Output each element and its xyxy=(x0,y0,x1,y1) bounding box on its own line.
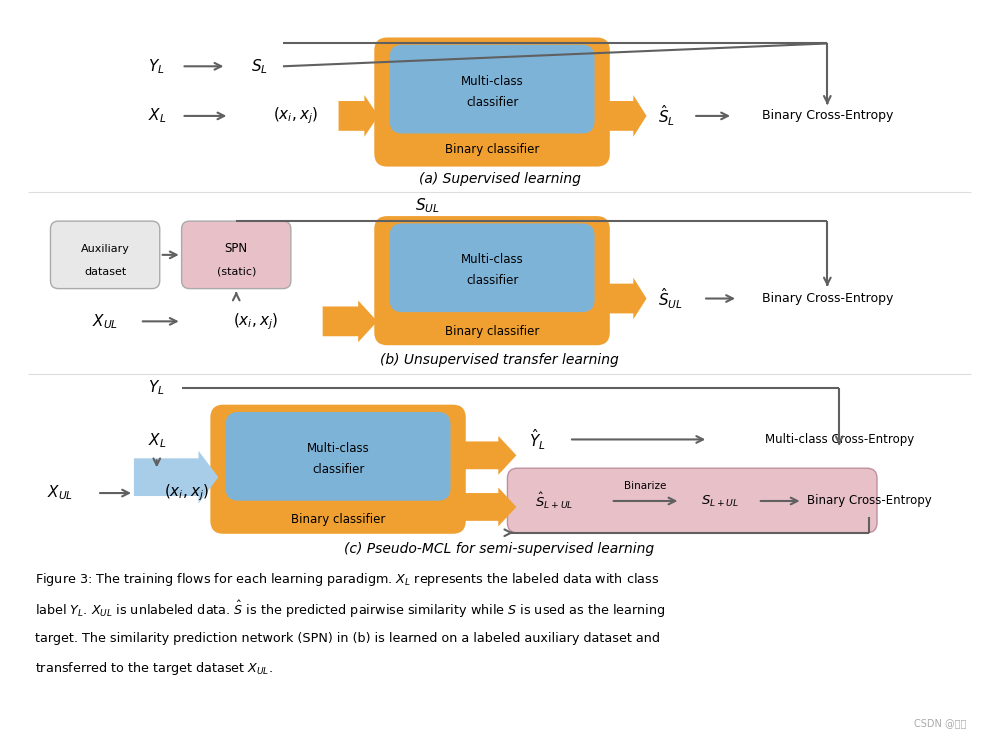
Text: $Y_L$: $Y_L$ xyxy=(149,57,165,76)
Text: dataset: dataset xyxy=(84,266,126,277)
FancyArrow shape xyxy=(339,95,379,137)
FancyArrow shape xyxy=(608,277,646,319)
FancyBboxPatch shape xyxy=(391,46,593,132)
Text: $(x_i, x_j)$: $(x_i, x_j)$ xyxy=(234,311,279,332)
Text: Multi-class: Multi-class xyxy=(307,442,370,455)
FancyBboxPatch shape xyxy=(507,468,877,533)
Text: $\hat{S}_L$: $\hat{S}_L$ xyxy=(657,104,675,128)
Text: transferred to the target dataset $X_{UL}$.: transferred to the target dataset $X_{UL… xyxy=(35,660,273,677)
Text: Binarize: Binarize xyxy=(624,481,666,491)
Text: $(x_i, x_j)$: $(x_i, x_j)$ xyxy=(164,483,209,503)
Text: SPN: SPN xyxy=(225,242,248,255)
Text: Binary Cross-Entropy: Binary Cross-Entropy xyxy=(761,110,893,122)
Text: (a) Supervised learning: (a) Supervised learning xyxy=(419,172,580,186)
FancyArrow shape xyxy=(323,300,378,342)
Text: $(x_i, x_j)$: $(x_i, x_j)$ xyxy=(274,106,319,126)
Text: Binary Cross-Entropy: Binary Cross-Entropy xyxy=(806,495,931,508)
Text: CSDN @阿冉: CSDN @阿冉 xyxy=(914,718,966,729)
Text: Auxiliary: Auxiliary xyxy=(81,244,130,254)
Text: $X_{UL}$: $X_{UL}$ xyxy=(47,484,74,503)
FancyBboxPatch shape xyxy=(376,38,608,166)
Text: classifier: classifier xyxy=(313,463,365,475)
FancyArrow shape xyxy=(465,436,516,475)
Text: $S_{UL}$: $S_{UL}$ xyxy=(415,197,440,215)
FancyBboxPatch shape xyxy=(51,221,160,289)
Text: Binary classifier: Binary classifier xyxy=(446,144,539,156)
Text: Multi-class: Multi-class xyxy=(462,74,523,88)
Text: Figure 3: The training flows for each learning paradigm. $X_L$ represents the la: Figure 3: The training flows for each le… xyxy=(35,571,658,588)
FancyBboxPatch shape xyxy=(391,224,593,311)
Text: target. The similarity prediction network (SPN) in (b) is learned on a labeled a: target. The similarity prediction networ… xyxy=(35,632,659,645)
Text: (static): (static) xyxy=(217,266,256,277)
FancyBboxPatch shape xyxy=(376,217,608,344)
Text: $S_{L+UL}$: $S_{L+UL}$ xyxy=(701,493,739,509)
Text: Binary Cross-Entropy: Binary Cross-Entropy xyxy=(761,292,893,305)
Text: label $Y_L$. $X_{UL}$ is unlabeled data. $\hat{S}$ is the predicted pairwise sim: label $Y_L$. $X_{UL}$ is unlabeled data.… xyxy=(35,598,665,620)
FancyBboxPatch shape xyxy=(212,406,465,533)
Text: $S_L$: $S_L$ xyxy=(251,57,268,76)
FancyBboxPatch shape xyxy=(227,413,450,500)
FancyBboxPatch shape xyxy=(182,221,291,289)
Text: Multi-class: Multi-class xyxy=(462,253,523,266)
Text: (b) Unsupervised transfer learning: (b) Unsupervised transfer learning xyxy=(381,353,618,367)
Text: $\hat{S}_{UL}$: $\hat{S}_{UL}$ xyxy=(658,286,683,311)
Text: Binary classifier: Binary classifier xyxy=(292,513,386,526)
Text: $Y_L$: $Y_L$ xyxy=(149,378,165,397)
Text: Binary classifier: Binary classifier xyxy=(446,325,539,338)
Text: (c) Pseudo-MCL for semi-supervised learning: (c) Pseudo-MCL for semi-supervised learn… xyxy=(345,542,654,556)
Text: $X_L$: $X_L$ xyxy=(148,431,166,450)
Text: $X_{UL}$: $X_{UL}$ xyxy=(92,312,118,330)
Text: classifier: classifier xyxy=(467,96,518,108)
FancyArrow shape xyxy=(465,487,516,526)
Text: $\hat{S}_{L+UL}$: $\hat{S}_{L+UL}$ xyxy=(534,491,573,511)
FancyArrow shape xyxy=(608,95,646,137)
Text: classifier: classifier xyxy=(467,275,518,287)
FancyArrow shape xyxy=(134,450,219,503)
Text: $X_L$: $X_L$ xyxy=(148,107,166,125)
Text: Multi-class Cross-Entropy: Multi-class Cross-Entropy xyxy=(764,433,914,446)
Text: $\hat{Y}_L$: $\hat{Y}_L$ xyxy=(528,427,545,452)
